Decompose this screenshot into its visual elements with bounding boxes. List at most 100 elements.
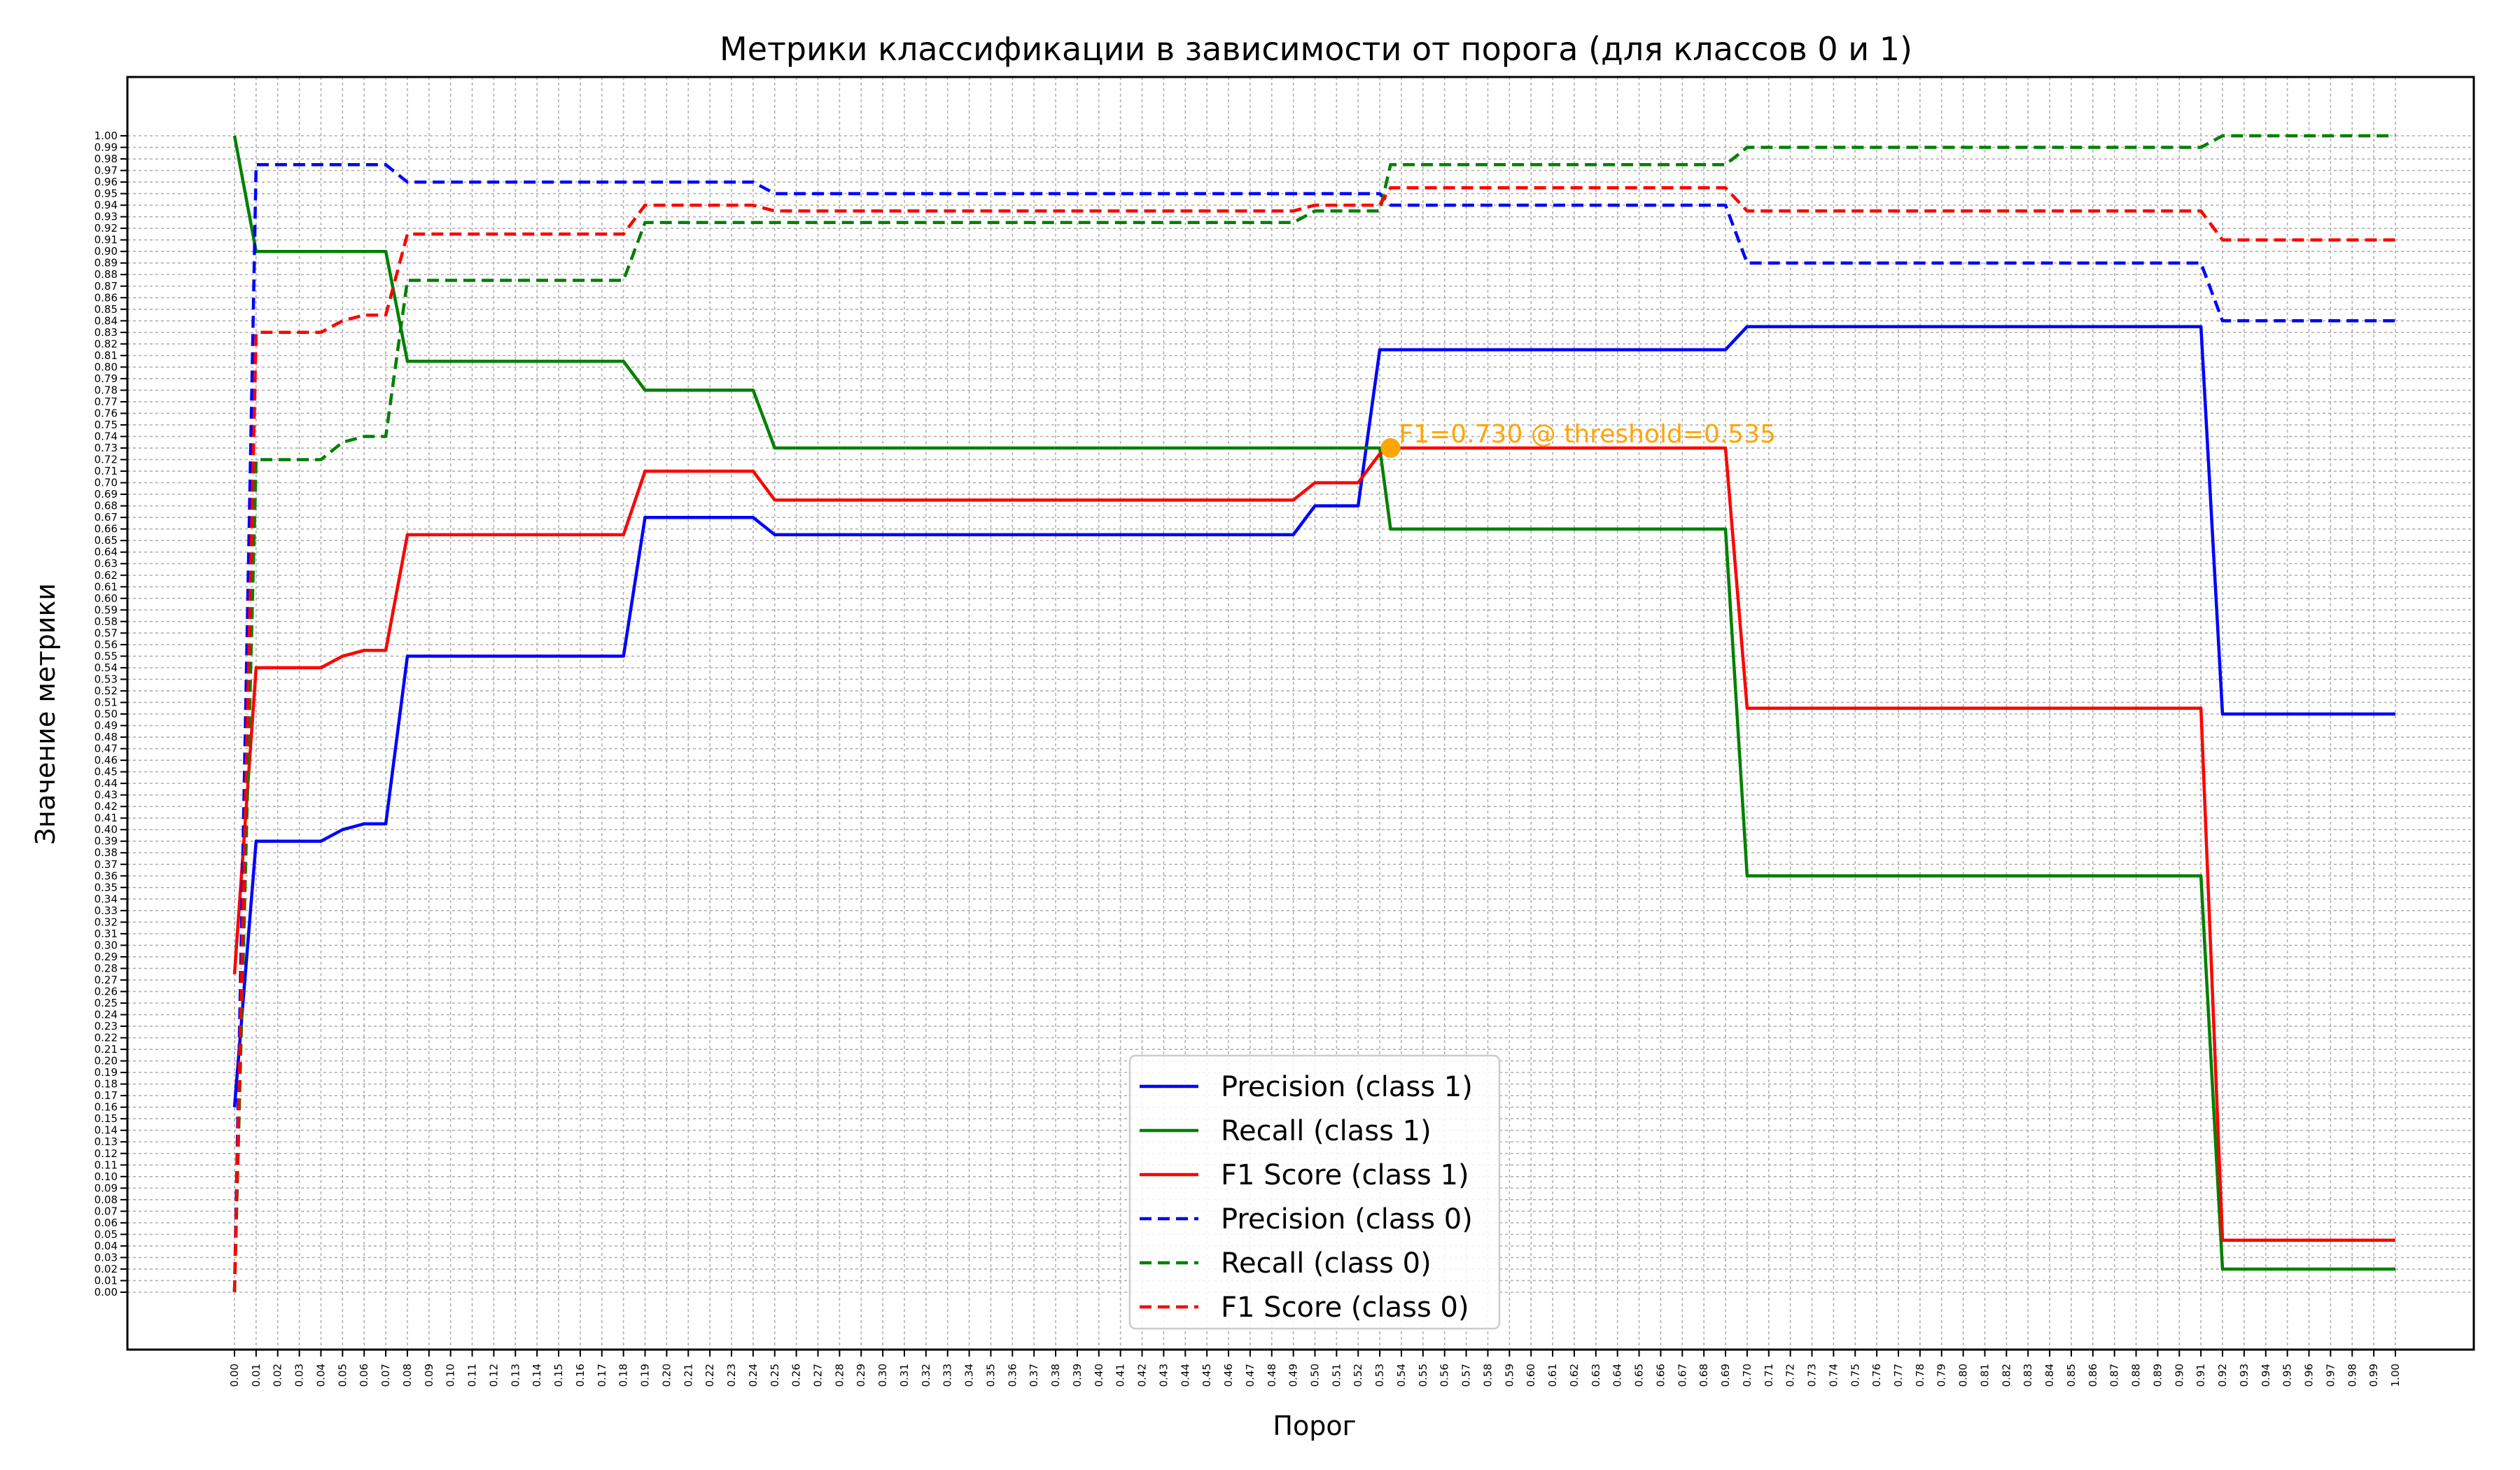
- x-tick-label: 0.59: [1503, 1364, 1516, 1387]
- y-tick-label: 0.44: [94, 777, 118, 790]
- x-tick-label: 0.92: [2216, 1364, 2229, 1387]
- x-tick-label: 0.42: [1136, 1364, 1149, 1387]
- y-tick-label: 0.80: [94, 360, 118, 373]
- x-tick-label: 0.34: [963, 1364, 976, 1387]
- legend-box: [1128, 1054, 1501, 1330]
- chart-title: Метрики классификации в зависимости от п…: [720, 30, 1912, 68]
- x-tick-label: 0.62: [1568, 1364, 1581, 1387]
- y-axis-ticks: 0.000.010.020.030.040.050.060.070.080.09…: [94, 130, 127, 1298]
- y-tick-label: 0.13: [94, 1135, 118, 1148]
- x-axis-ticks: 0.00 0.01 0.02 0.03 0.04 0.05 0.06 0.07 0.08 0.09…: [228, 1350, 2402, 1387]
- y-tick-label: 0.03: [94, 1251, 118, 1264]
- x-tick-label: 1.00: [2389, 1364, 2402, 1387]
- x-tick-label: 0.73: [1806, 1364, 1819, 1387]
- x-tick-label: 0.07: [379, 1364, 392, 1387]
- x-tick-label: 0.37: [1028, 1364, 1040, 1387]
- x-tick-label: 0.84: [2043, 1364, 2056, 1387]
- y-tick-label: 0.32: [94, 916, 118, 928]
- x-tick-label: 0.97: [2324, 1364, 2337, 1387]
- f1-score-class-1-line: [232, 446, 2395, 1242]
- legend: Precision (class 1) Recall (class 1) F1 Sc…: [1128, 1054, 1501, 1330]
- x-tick-label: 0.98: [2346, 1364, 2358, 1387]
- x-tick-label: 0.79: [1935, 1364, 1948, 1387]
- legend-label-recall-class-0: Recall (class 0): [1221, 1247, 1432, 1280]
- x-tick-label: 0.40: [1093, 1364, 1105, 1387]
- y-tick-label: 0.55: [94, 650, 118, 662]
- y-tick-label: 0.65: [94, 534, 118, 547]
- x-tick-label: 0.72: [1784, 1364, 1797, 1387]
- series-lines: [232, 134, 2395, 1293]
- y-tick-label: 0.63: [94, 557, 118, 570]
- x-tick-label: 0.25: [769, 1364, 781, 1387]
- y-tick-label: 0.05: [94, 1228, 118, 1240]
- y-tick-label: 0.37: [94, 858, 118, 871]
- y-tick-label: 0.93: [94, 211, 118, 223]
- y-tick-label: 0.94: [94, 199, 118, 211]
- x-tick-label: 0.11: [466, 1364, 479, 1387]
- y-axis-label: Значение метрики: [30, 583, 61, 845]
- x-tick-label: 0.46: [1222, 1364, 1235, 1387]
- y-tick-label: 0.64: [94, 546, 118, 559]
- x-tick-label: 0.31: [898, 1364, 911, 1387]
- x-tick-label: 0.45: [1200, 1364, 1213, 1387]
- y-tick-label: 0.00: [94, 1286, 118, 1298]
- x-tick-label: 0.13: [509, 1364, 522, 1387]
- x-tick-label: 0.68: [1698, 1364, 1710, 1387]
- y-tick-label: 0.70: [94, 477, 118, 489]
- x-tick-label: 0.53: [1373, 1364, 1386, 1387]
- y-tick-label: 0.36: [94, 869, 118, 882]
- precision-class-0-line: [232, 163, 2395, 1293]
- y-tick-label: 0.28: [94, 962, 118, 974]
- x-tick-label: 0.41: [1114, 1364, 1127, 1387]
- y-tick-label: 0.12: [94, 1147, 118, 1160]
- x-tick-label: 0.14: [531, 1364, 543, 1387]
- x-tick-label: 0.33: [941, 1364, 954, 1387]
- x-tick-label: 0.18: [617, 1364, 630, 1387]
- y-tick-label: 0.79: [94, 372, 118, 385]
- y-tick-label: 0.51: [94, 696, 118, 708]
- x-tick-label: 0.82: [2000, 1364, 2012, 1387]
- y-tick-label: 0.97: [94, 164, 118, 177]
- y-tick-label: 0.62: [94, 569, 118, 582]
- y-tick-label: 0.06: [94, 1217, 118, 1229]
- y-tick-label: 0.10: [94, 1170, 118, 1183]
- x-tick-label: 0.69: [1719, 1364, 1732, 1387]
- y-tick-label: 0.96: [94, 176, 118, 188]
- y-tick-label: 0.90: [94, 245, 118, 258]
- y-tick-label: 0.78: [94, 384, 118, 396]
- plot-frame: [126, 76, 2475, 1351]
- x-tick-label: 0.38: [1049, 1364, 1062, 1387]
- y-tick-label: 0.35: [94, 881, 118, 894]
- annotation: F1=0.730 @ threshold=0.535: [1380, 420, 1776, 458]
- x-tick-label: 0.63: [1590, 1364, 1602, 1387]
- x-tick-label: 0.00: [228, 1364, 241, 1387]
- x-tick-label: 0.58: [1481, 1364, 1494, 1387]
- x-tick-label: 0.54: [1395, 1364, 1408, 1387]
- x-tick-label: 0.71: [1763, 1364, 1775, 1387]
- x-tick-label: 0.04: [314, 1364, 327, 1387]
- x-tick-label: 0.15: [552, 1364, 565, 1387]
- x-tick-label: 0.44: [1179, 1364, 1191, 1387]
- x-tick-label: 0.89: [2151, 1364, 2164, 1387]
- y-tick-label: 0.15: [94, 1112, 118, 1125]
- y-tick-label: 0.45: [94, 766, 118, 778]
- x-tick-label: 0.61: [1546, 1364, 1559, 1387]
- legend-label-precision-class-1: Precision (class 1): [1221, 1071, 1473, 1103]
- x-tick-label: 0.88: [2130, 1364, 2143, 1387]
- x-tick-label: 0.32: [920, 1364, 932, 1387]
- x-tick-label: 0.81: [1978, 1364, 1991, 1387]
- x-tick-label: 0.09: [423, 1364, 435, 1387]
- y-tick-label: 0.99: [94, 141, 118, 154]
- y-tick-label: 0.22: [94, 1032, 118, 1044]
- y-tick-label: 0.20: [94, 1055, 118, 1068]
- y-tick-label: 0.24: [94, 1009, 118, 1021]
- x-tick-label: 0.74: [1827, 1364, 1840, 1387]
- x-tick-label: 0.67: [1676, 1364, 1688, 1387]
- x-tick-label: 0.66: [1654, 1364, 1667, 1387]
- y-tick-label: 0.04: [94, 1240, 118, 1252]
- y-tick-label: 0.69: [94, 488, 118, 500]
- legend-label-f1-score-class-1: F1 Score (class 1): [1221, 1159, 1469, 1191]
- y-tick-label: 0.21: [94, 1043, 118, 1056]
- x-tick-label: 0.02: [272, 1364, 284, 1387]
- x-tick-label: 0.49: [1287, 1364, 1300, 1387]
